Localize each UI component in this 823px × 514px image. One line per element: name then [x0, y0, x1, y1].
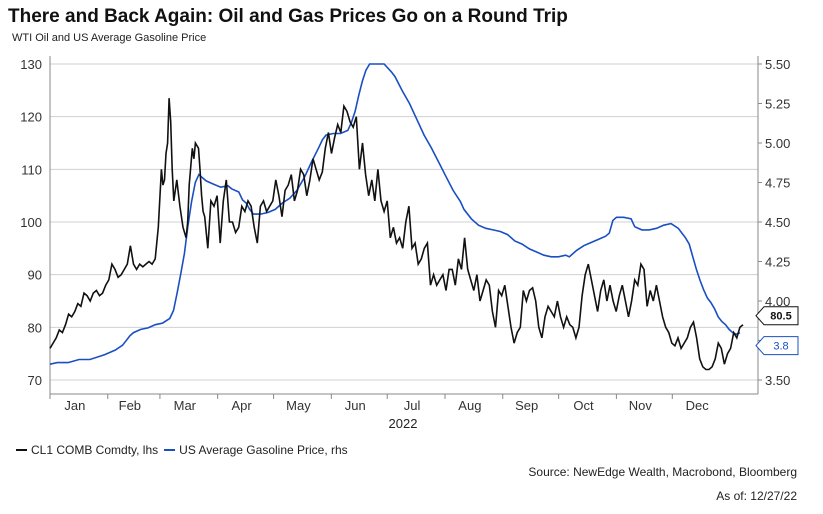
legend-label-oil: CL1 COMB Comdty, lhs [31, 443, 159, 457]
x-tick-label: Jul [404, 398, 421, 413]
right-tick-label: 5.50 [765, 57, 790, 72]
legend-label-gas: US Average Gasoline Price, rhs [179, 443, 348, 457]
right-tick-label: 4.50 [765, 215, 790, 230]
right-tick-label: 5.00 [765, 136, 790, 151]
left-tick-label: 100 [20, 215, 42, 230]
left-tick-label: 90 [28, 268, 42, 283]
legend: CL1 COMB Comdty, lhs US Average Gasoline… [16, 443, 354, 457]
oil-last-value-label: 80.5 [770, 311, 791, 323]
left-axis-labels: 70 80 90 100 110 120 130 [20, 57, 42, 388]
right-tick-label: 5.25 [765, 97, 790, 112]
left-tick-label: 120 [20, 110, 42, 125]
x-axis-labels: Jan Feb Mar Apr May Jun Jul Aug Sep Oct Nov Dec [64, 398, 709, 413]
legend-item-oil: CL1 COMB Comdty, lhs [16, 443, 158, 457]
chart-subtitle: WTI Oil and US Average Gasoline Price [12, 32, 207, 44]
right-tick-label: 4.25 [765, 255, 790, 270]
x-tick-label: Jan [64, 398, 85, 413]
right-tick-label: 3.50 [765, 373, 790, 388]
source-note: Source: NewEdge Wealth, Macrobond, Bloom… [528, 465, 797, 479]
x-tick-label: Jun [345, 398, 366, 413]
right-tick-label: 4.00 [765, 294, 790, 309]
x-tick-label: Sep [515, 398, 538, 413]
axes [49, 56, 762, 399]
x-tick-label: Nov [629, 398, 653, 413]
oil-last-value-box [755, 306, 799, 326]
right-tick-label: 4.75 [765, 176, 790, 191]
x-tick-label: Apr [232, 398, 253, 413]
gridlines [50, 63, 758, 381]
x-tick-label: Aug [458, 398, 481, 413]
x-tick-label: Feb [119, 398, 141, 413]
x-axis-title: 2022 [389, 416, 418, 431]
chart-title: There and Back Again: Oil and Gas Prices… [8, 6, 568, 27]
left-tick-label: 130 [20, 57, 42, 72]
legend-item-gas: US Average Gasoline Price, rhs [164, 443, 348, 457]
x-tick-label: Mar [174, 398, 197, 413]
left-tick-label: 110 [21, 162, 42, 177]
left-tick-label: 70 [28, 373, 42, 388]
oil-series-line [49, 98, 744, 371]
x-tick-label: Oct [573, 398, 594, 413]
gasoline-series-line [49, 63, 741, 365]
x-tick-label: Dec [686, 398, 710, 413]
last-value-callouts: 80.5 3.8 [755, 306, 799, 356]
left-tick-label: 80 [28, 320, 42, 335]
legend-swatch-gas [164, 449, 176, 451]
x-tick-label: May [286, 398, 311, 413]
as-of-date: As of: 12/27/22 [716, 489, 797, 503]
legend-swatch-oil [16, 449, 27, 451]
gas-last-value-label: 3.8 [773, 341, 788, 353]
gas-last-value-box [755, 336, 799, 356]
